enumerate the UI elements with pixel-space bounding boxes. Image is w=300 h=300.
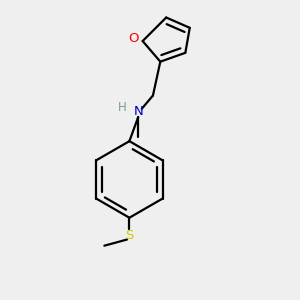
Text: N: N <box>133 105 143 118</box>
Text: H: H <box>118 101 126 114</box>
Text: S: S <box>125 229 134 242</box>
Text: O: O <box>128 32 139 45</box>
